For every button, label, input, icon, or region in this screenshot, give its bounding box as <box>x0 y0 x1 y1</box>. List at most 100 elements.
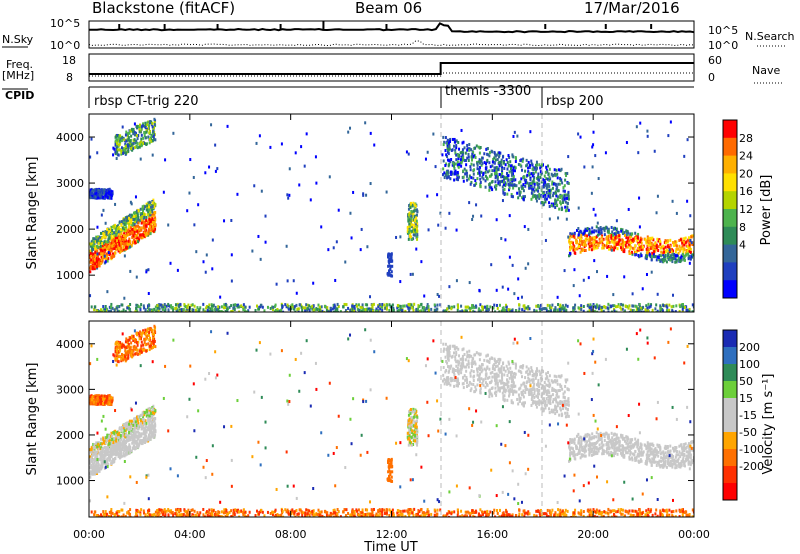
power-cell <box>644 309 647 312</box>
power-cell <box>171 305 174 309</box>
power-cell <box>137 209 140 213</box>
power-cell <box>342 305 345 309</box>
power-cell <box>385 190 388 194</box>
power-cell <box>103 191 106 195</box>
power-cell <box>646 134 649 138</box>
power-cell <box>683 255 686 259</box>
power-cell <box>92 243 95 247</box>
power-cell <box>130 146 133 150</box>
velocity-cell <box>151 413 154 417</box>
power-cell <box>128 223 131 227</box>
velocity-cell <box>109 441 112 445</box>
power-cell <box>564 172 567 176</box>
power-cell <box>649 244 652 248</box>
power-cell <box>542 194 545 198</box>
power-cell <box>635 253 638 257</box>
power-cell <box>637 246 640 250</box>
power-cell <box>108 230 111 234</box>
power-cell <box>504 182 507 186</box>
power-cell <box>387 264 390 268</box>
power-cell <box>312 304 315 308</box>
power-cell <box>503 177 506 181</box>
power-cell <box>107 191 110 195</box>
power-cell <box>152 134 155 138</box>
power-cell <box>600 235 603 239</box>
power-cell <box>456 163 459 167</box>
power-cell <box>493 156 496 160</box>
power-cell <box>514 178 517 182</box>
power-cell <box>151 201 154 205</box>
power-cell <box>687 238 690 242</box>
power-cell <box>588 245 591 249</box>
power-cell <box>112 235 115 239</box>
power-cell <box>474 155 477 159</box>
velocity-cell <box>109 439 112 443</box>
power-cell <box>521 159 524 163</box>
power-cell <box>480 214 483 218</box>
power-cell <box>351 304 354 308</box>
power-cell <box>607 227 610 231</box>
power-cell <box>408 306 411 310</box>
power-cell <box>535 176 538 180</box>
power-cell <box>441 173 444 177</box>
power-cell <box>448 310 451 312</box>
cpid-segment-3: rbsp 200 <box>546 94 604 109</box>
velocity-cell <box>94 459 97 463</box>
power-cell <box>142 220 145 224</box>
power-cell <box>145 142 148 146</box>
power-cell <box>585 236 588 240</box>
colorbar-swatch <box>723 262 737 281</box>
power-cell <box>138 145 141 149</box>
power-cell <box>192 175 195 179</box>
power-cell <box>591 165 594 169</box>
power-cell <box>478 309 481 312</box>
power-cell <box>462 175 465 179</box>
power-cell <box>539 176 542 180</box>
power-cell <box>621 307 624 311</box>
power-cell <box>127 150 130 154</box>
power-cell <box>103 195 106 199</box>
velocity-cell <box>136 437 139 441</box>
power-cell <box>134 211 137 215</box>
power-cell <box>89 294 92 298</box>
power-cell <box>410 214 413 218</box>
power-cell <box>109 228 112 232</box>
power-cell <box>409 302 412 306</box>
power-cell <box>511 263 514 267</box>
power-cell <box>646 306 649 310</box>
power-cell <box>540 200 543 204</box>
power-cell <box>118 236 121 240</box>
power-cell <box>535 160 538 164</box>
power-cell <box>134 131 137 135</box>
power-cell <box>465 163 468 167</box>
power-cell <box>115 306 118 310</box>
power-cell <box>93 255 96 259</box>
power-cell <box>151 134 154 138</box>
power-cell <box>108 248 111 252</box>
power-cell <box>418 310 421 312</box>
power-cell <box>532 187 535 191</box>
power-cell <box>488 154 491 158</box>
power-cell <box>97 261 100 265</box>
power-cell <box>610 304 613 308</box>
power-cell <box>468 147 471 151</box>
power-cell <box>127 239 130 243</box>
power-cell <box>286 303 289 307</box>
power-cell <box>667 252 670 256</box>
power-cell <box>116 138 119 142</box>
power-cell <box>174 307 177 311</box>
power-cell <box>122 234 125 238</box>
power-cell <box>543 307 546 311</box>
power-cell <box>491 160 494 164</box>
velocity-cell <box>121 447 124 451</box>
power-cell <box>120 310 123 312</box>
power-cell <box>339 310 342 312</box>
power-cell <box>186 209 189 213</box>
power-cell <box>506 160 509 164</box>
power-cell <box>548 217 551 221</box>
power-cell <box>449 170 452 174</box>
power-cell <box>110 309 113 312</box>
power-cell <box>459 151 462 155</box>
velocity-cell <box>126 449 129 453</box>
power-cell <box>375 307 378 311</box>
